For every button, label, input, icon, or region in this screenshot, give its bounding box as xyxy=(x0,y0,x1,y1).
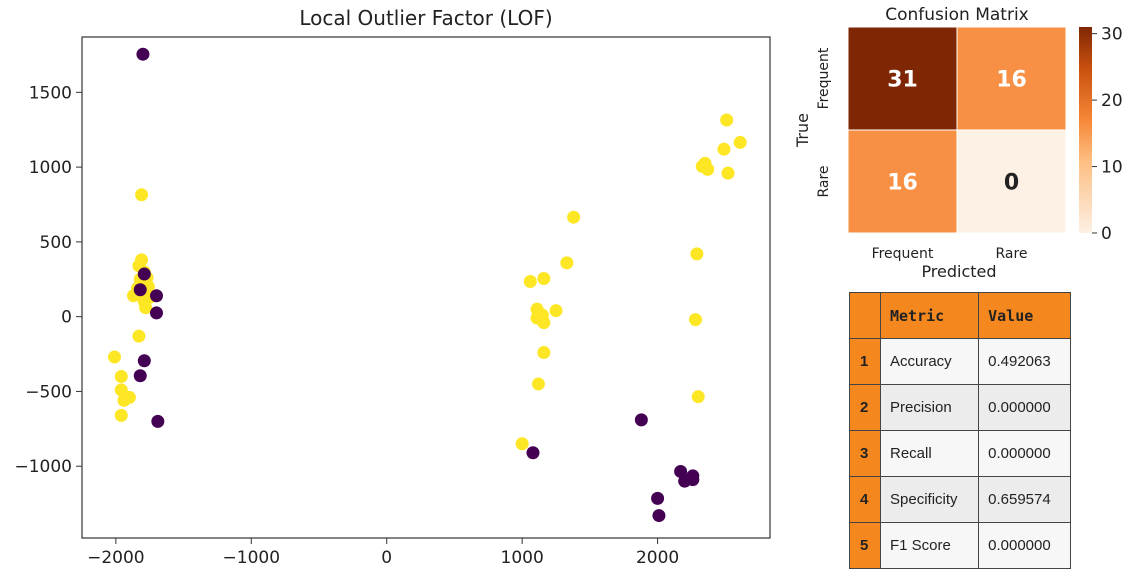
y-tick-label: 1000 xyxy=(29,158,72,178)
metric-name: Precision xyxy=(879,384,980,431)
x-tick-label: −2000 xyxy=(87,548,145,568)
yellow-point xyxy=(114,408,128,422)
yellow-point xyxy=(515,437,529,451)
metric-name: Recall xyxy=(879,430,980,477)
cm-x-axis-label: Predicted xyxy=(921,262,996,281)
metric-name: F1 Score xyxy=(879,522,980,569)
cm-cell-value: 16 xyxy=(887,171,918,196)
purple-point xyxy=(137,267,151,281)
yellow-point xyxy=(537,346,551,360)
row-index: 4 xyxy=(849,476,881,523)
metric-column-header: Metric xyxy=(879,292,980,339)
metric-value: 0.492063 xyxy=(978,338,1071,385)
colorbar-tick-label: 30 xyxy=(1101,25,1123,45)
cm-y-tick-label: Frequent xyxy=(816,47,832,109)
cm-y-axis-label: True xyxy=(793,113,812,148)
yellow-point xyxy=(537,272,551,286)
purple-point xyxy=(149,306,163,320)
x-tick-label: 2000 xyxy=(636,548,679,568)
metric-value: 0.000000 xyxy=(978,522,1071,569)
cm-y-tick-label: Rare xyxy=(816,165,832,197)
cm-cell xyxy=(847,26,958,131)
y-tick-label: 500 xyxy=(40,233,72,253)
scatter-plot: Local Outlier Factor (LOF) −2000 −1000 0 100… xyxy=(14,6,771,568)
yellow-point xyxy=(108,350,122,364)
cm-cell-value: 16 xyxy=(996,68,1027,93)
purple-point xyxy=(652,509,666,523)
colorbar-tick-label: 0 xyxy=(1101,224,1112,244)
y-tick-label: −1000 xyxy=(14,457,72,477)
cm-x-tick-label: Frequent xyxy=(872,246,934,262)
yellow-point xyxy=(139,301,153,315)
x-tick-label: 0 xyxy=(381,548,392,568)
yellow-point xyxy=(114,369,128,383)
cm-x-tick-label: Rare xyxy=(995,246,1027,262)
purple-point xyxy=(634,413,648,427)
row-index: 1 xyxy=(849,338,881,385)
cm-title: Confusion Matrix xyxy=(885,5,1029,25)
purple-point xyxy=(651,491,665,505)
y-tick-label: 0 xyxy=(61,308,72,328)
confusion-matrix: Confusion Matrix 31 16 16 0 Frequent Rare Frequ… xyxy=(793,5,1123,281)
colorbar-tick-label: 10 xyxy=(1101,158,1123,178)
yellow-point xyxy=(122,390,136,404)
yellow-point xyxy=(733,135,747,149)
yellow-point xyxy=(135,188,149,202)
yellow-point xyxy=(720,113,734,127)
cm-cell xyxy=(956,26,1067,131)
yellow-point xyxy=(132,329,146,343)
metric-name: Specificity xyxy=(879,476,980,523)
value-column-header: Value xyxy=(978,292,1071,339)
table-row: 1 Accuracy 0.492063 xyxy=(849,338,1071,385)
cm-cell-value: 31 xyxy=(887,68,918,93)
purple-point xyxy=(674,464,688,478)
y-tick-label: −500 xyxy=(25,382,72,402)
metric-value: 0.000000 xyxy=(978,430,1071,477)
purple-point xyxy=(136,47,150,61)
yellow-point xyxy=(531,377,545,391)
yellow-point xyxy=(567,210,581,224)
x-tick-label: −1000 xyxy=(223,548,281,568)
yellow-point xyxy=(690,247,704,261)
cm-cell xyxy=(956,129,1067,234)
yellow-point xyxy=(721,166,735,180)
yellow-point xyxy=(523,275,537,289)
cm-cell-value: 0 xyxy=(1004,171,1019,196)
yellow-point xyxy=(549,304,563,318)
row-index: 5 xyxy=(849,522,881,569)
metrics-table: Metric Value 1 Accuracy 0.492063 2 Preci… xyxy=(849,292,1071,569)
table-row: 5 F1 Score 0.000000 xyxy=(849,522,1071,569)
scatter-frame xyxy=(81,36,771,539)
metric-value: 0.000000 xyxy=(978,384,1071,431)
table-row: 4 Specificity 0.659574 xyxy=(849,476,1071,523)
table-row: 3 Recall 0.000000 xyxy=(849,430,1071,477)
purple-point xyxy=(686,473,700,487)
metrics-index-header xyxy=(849,292,881,339)
purple-point xyxy=(137,354,151,368)
metrics-header-row: Metric Value xyxy=(849,292,1071,339)
purple-point xyxy=(133,369,147,383)
purple-point xyxy=(151,414,165,428)
metric-value: 0.659574 xyxy=(978,476,1071,523)
yellow-point xyxy=(689,313,703,327)
yellow-point xyxy=(537,316,551,330)
table-row: 2 Precision 0.000000 xyxy=(849,384,1071,431)
yellow-point xyxy=(701,162,715,176)
row-index: 2 xyxy=(849,384,881,431)
x-tick-label: 1000 xyxy=(501,548,544,568)
yellow-point xyxy=(717,142,731,156)
colorbar xyxy=(1079,27,1092,233)
cm-cell xyxy=(847,129,958,234)
purple-point xyxy=(526,446,540,460)
row-index: 3 xyxy=(849,430,881,477)
colorbar-tick-label: 20 xyxy=(1101,91,1123,111)
yellow-point xyxy=(691,390,705,404)
scatter-title: Local Outlier Factor (LOF) xyxy=(299,6,552,30)
metric-name: Accuracy xyxy=(879,338,980,385)
y-tick-label: 1500 xyxy=(29,83,72,103)
yellow-point xyxy=(560,256,574,270)
purple-point xyxy=(149,289,163,303)
purple-point xyxy=(133,283,147,297)
